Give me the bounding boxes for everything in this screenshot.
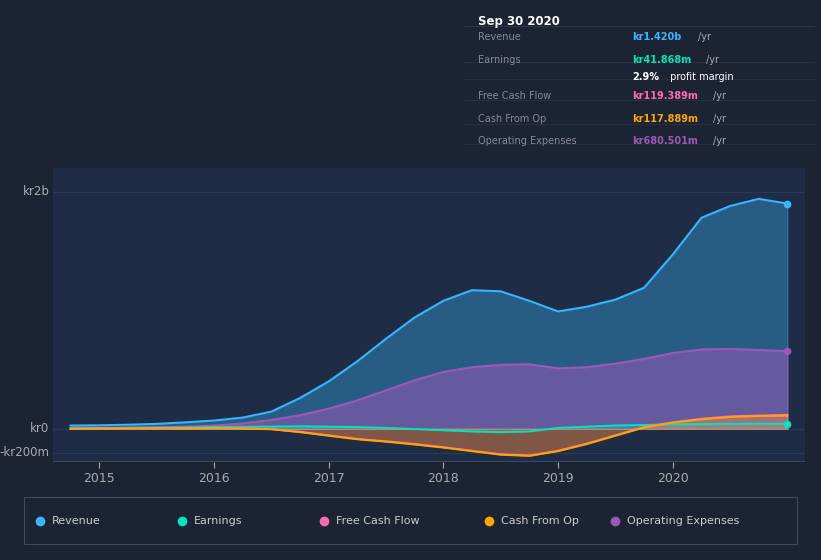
Text: kr680.501m: kr680.501m: [632, 136, 699, 146]
Text: /yr: /yr: [713, 114, 727, 124]
Text: 2.9%: 2.9%: [632, 72, 659, 82]
Text: /yr: /yr: [705, 54, 718, 64]
Text: kr0: kr0: [30, 422, 49, 435]
Text: kr1.420b: kr1.420b: [632, 32, 682, 42]
Text: Earnings: Earnings: [478, 54, 521, 64]
Text: kr117.889m: kr117.889m: [632, 114, 699, 124]
Text: Revenue: Revenue: [52, 516, 101, 526]
Text: -kr200m: -kr200m: [0, 446, 49, 459]
Text: kr2b: kr2b: [23, 185, 49, 198]
Text: Sep 30 2020: Sep 30 2020: [478, 15, 560, 28]
Text: Operating Expenses: Operating Expenses: [627, 516, 740, 526]
Text: /yr: /yr: [713, 91, 727, 101]
Text: Free Cash Flow: Free Cash Flow: [478, 91, 551, 101]
Text: kr119.389m: kr119.389m: [632, 91, 699, 101]
Text: Free Cash Flow: Free Cash Flow: [336, 516, 420, 526]
Text: /yr: /yr: [713, 136, 727, 146]
Text: Revenue: Revenue: [478, 32, 521, 42]
Text: /yr: /yr: [698, 32, 711, 42]
Text: Cash From Op: Cash From Op: [501, 516, 579, 526]
Text: kr41.868m: kr41.868m: [632, 54, 692, 64]
Text: profit margin: profit margin: [667, 72, 734, 82]
Text: Cash From Op: Cash From Op: [478, 114, 546, 124]
Text: Operating Expenses: Operating Expenses: [478, 136, 576, 146]
Text: Earnings: Earnings: [194, 516, 242, 526]
